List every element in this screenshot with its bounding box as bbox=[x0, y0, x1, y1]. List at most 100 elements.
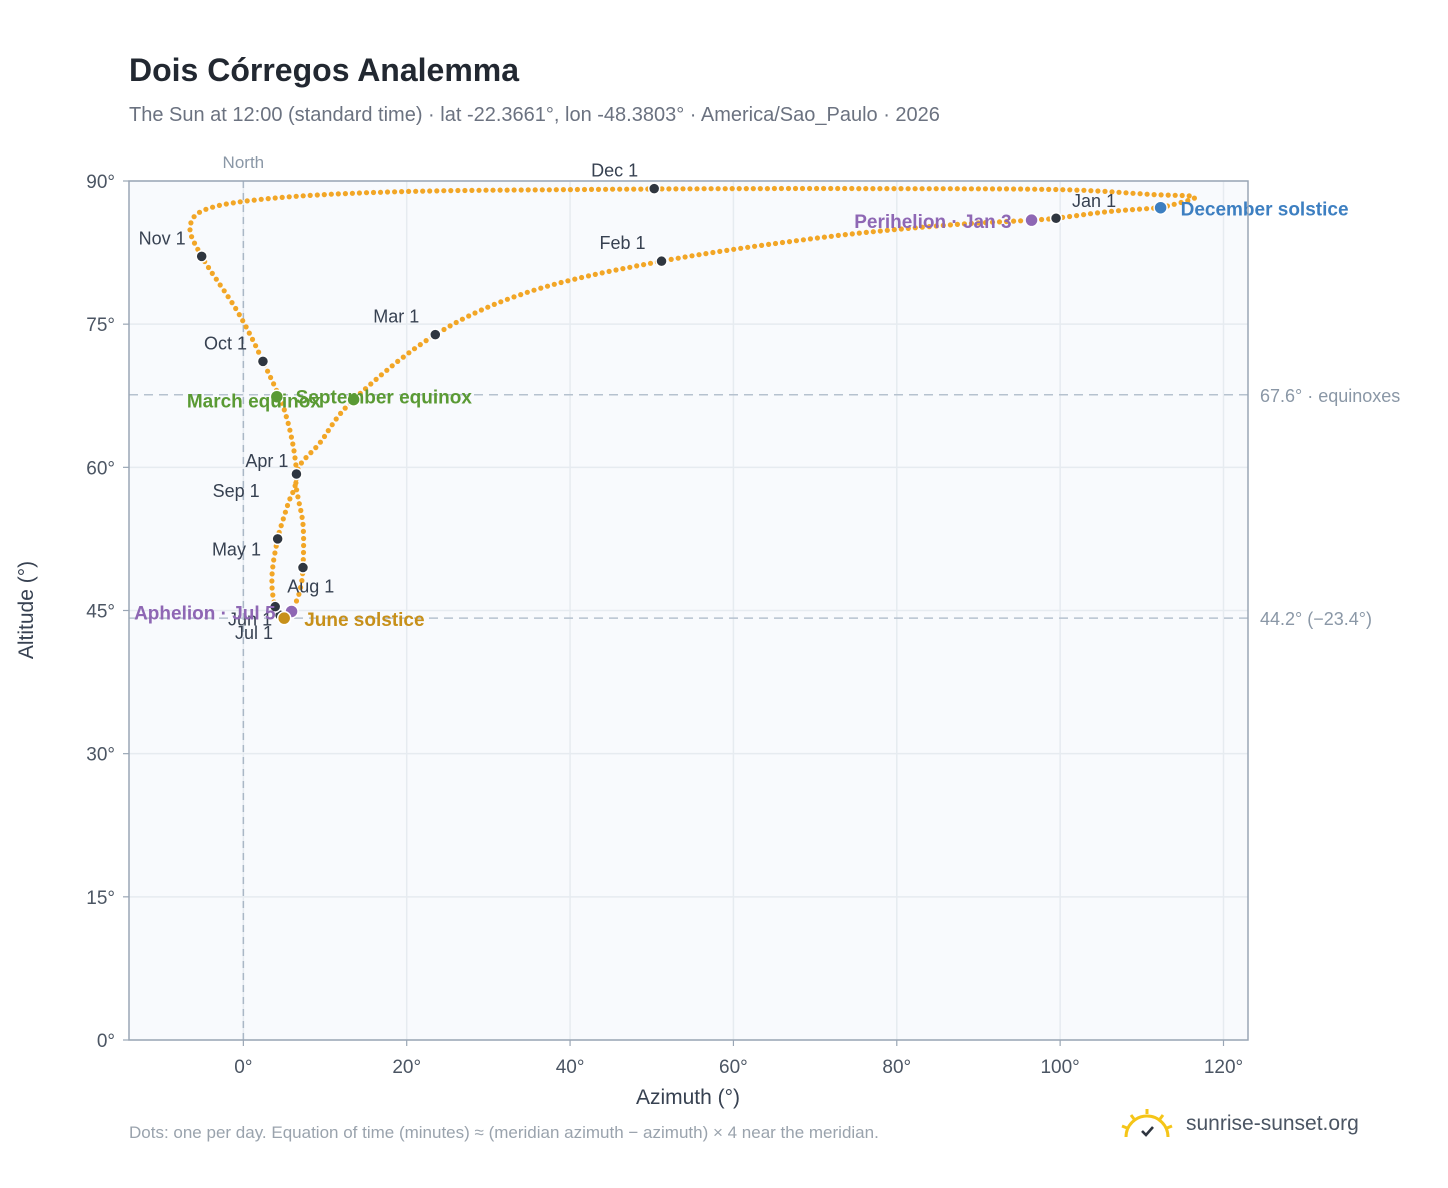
day-dot bbox=[1101, 209, 1108, 215]
day-dot bbox=[724, 247, 730, 253]
day-dot bbox=[731, 246, 737, 252]
x-tick-label: 40° bbox=[556, 1057, 585, 1078]
day-dot bbox=[961, 186, 967, 192]
day-dot bbox=[785, 185, 792, 192]
day-dot bbox=[1186, 193, 1192, 199]
month-label: Jan 1 bbox=[1072, 191, 1116, 211]
day-dot bbox=[585, 273, 592, 279]
day-dot bbox=[196, 209, 203, 215]
month-label: Dec 1 bbox=[591, 161, 638, 181]
day-dot bbox=[764, 186, 771, 192]
day-dot bbox=[237, 199, 243, 205]
day-dot bbox=[282, 509, 288, 515]
day-dot bbox=[759, 242, 765, 248]
day-dot bbox=[189, 234, 195, 240]
day-dot bbox=[378, 372, 384, 378]
day-dot bbox=[1179, 192, 1185, 199]
day-dot bbox=[898, 226, 904, 232]
day-dot bbox=[1137, 191, 1143, 197]
month-marker bbox=[655, 254, 668, 268]
day-dot bbox=[1144, 206, 1150, 212]
day-dot bbox=[933, 223, 939, 229]
day-dot bbox=[525, 187, 531, 193]
day-dot bbox=[420, 188, 426, 194]
day-dot bbox=[1074, 213, 1080, 219]
day-dot bbox=[772, 240, 779, 247]
day-dot bbox=[280, 516, 286, 522]
day-dot bbox=[490, 187, 496, 193]
day-dot bbox=[270, 564, 276, 570]
day-dot bbox=[1046, 186, 1052, 192]
month-label: Mar 1 bbox=[373, 307, 419, 327]
day-dot bbox=[188, 220, 194, 226]
day-dot bbox=[293, 480, 299, 486]
day-dot bbox=[870, 229, 876, 235]
day-dot bbox=[814, 235, 821, 241]
day-dot bbox=[279, 194, 285, 200]
day-dot bbox=[406, 188, 412, 194]
day-dot bbox=[427, 188, 433, 194]
month-marker bbox=[296, 561, 310, 574]
chart-subtitle: The Sun at 12:00 (standard time) · lat -… bbox=[129, 104, 940, 126]
day-dot bbox=[729, 186, 735, 192]
day-dot bbox=[996, 186, 1003, 192]
month-label: Oct 1 bbox=[204, 333, 247, 353]
day-dot bbox=[253, 343, 259, 349]
day-dot bbox=[268, 374, 274, 381]
day-dot bbox=[863, 186, 869, 192]
month-marker bbox=[268, 600, 282, 613]
event-label: Aphelion · Jul 5 bbox=[134, 603, 276, 624]
day-dot bbox=[476, 187, 482, 193]
day-dot bbox=[610, 186, 616, 192]
day-dot bbox=[284, 502, 291, 509]
day-dot bbox=[694, 186, 700, 192]
day-dot bbox=[392, 189, 398, 195]
day-dot bbox=[1144, 191, 1150, 197]
day-dot bbox=[877, 228, 883, 234]
day-dot bbox=[743, 186, 749, 192]
day-dot bbox=[627, 264, 633, 270]
day-dot bbox=[933, 186, 939, 192]
day-dot bbox=[703, 251, 709, 257]
day-dot bbox=[472, 310, 478, 316]
day-dot bbox=[828, 185, 834, 192]
day-dot bbox=[1191, 195, 1197, 201]
month-marker bbox=[271, 532, 284, 546]
day-dot bbox=[668, 256, 674, 262]
day-dot bbox=[308, 450, 314, 456]
day-dot bbox=[225, 294, 231, 300]
day-dot bbox=[269, 585, 275, 591]
day-dot bbox=[191, 240, 198, 246]
chart-title: Dois Córregos Analemma bbox=[129, 52, 520, 88]
day-dot bbox=[1185, 198, 1191, 204]
day-dot bbox=[792, 185, 799, 192]
day-dot bbox=[919, 224, 925, 230]
day-dot bbox=[807, 185, 813, 192]
day-dot bbox=[498, 299, 504, 305]
y-tick-label: 30° bbox=[86, 745, 115, 766]
day-dot bbox=[298, 584, 304, 591]
month-marker bbox=[256, 355, 270, 368]
brand[interactable]: sunrise-sunset.org bbox=[1120, 1104, 1359, 1144]
day-dot bbox=[947, 186, 953, 192]
day-dot bbox=[478, 307, 484, 313]
day-dot bbox=[223, 201, 229, 207]
day-dot bbox=[518, 292, 524, 298]
day-dot bbox=[233, 305, 239, 312]
month-label: Nov 1 bbox=[139, 228, 186, 248]
day-dot bbox=[453, 319, 459, 326]
day-dot bbox=[613, 267, 619, 273]
day-dot bbox=[504, 187, 510, 193]
day-dot bbox=[1018, 186, 1024, 192]
day-dot bbox=[641, 262, 647, 268]
day-dot bbox=[638, 186, 644, 192]
day-dot bbox=[606, 268, 612, 274]
day-dot bbox=[342, 405, 348, 411]
day-dot bbox=[362, 386, 369, 392]
day-dot bbox=[560, 187, 567, 193]
day-dot bbox=[338, 410, 344, 416]
event-marker bbox=[346, 392, 361, 407]
day-dot bbox=[286, 194, 292, 200]
day-dot bbox=[244, 198, 250, 204]
day-dot bbox=[736, 186, 742, 192]
